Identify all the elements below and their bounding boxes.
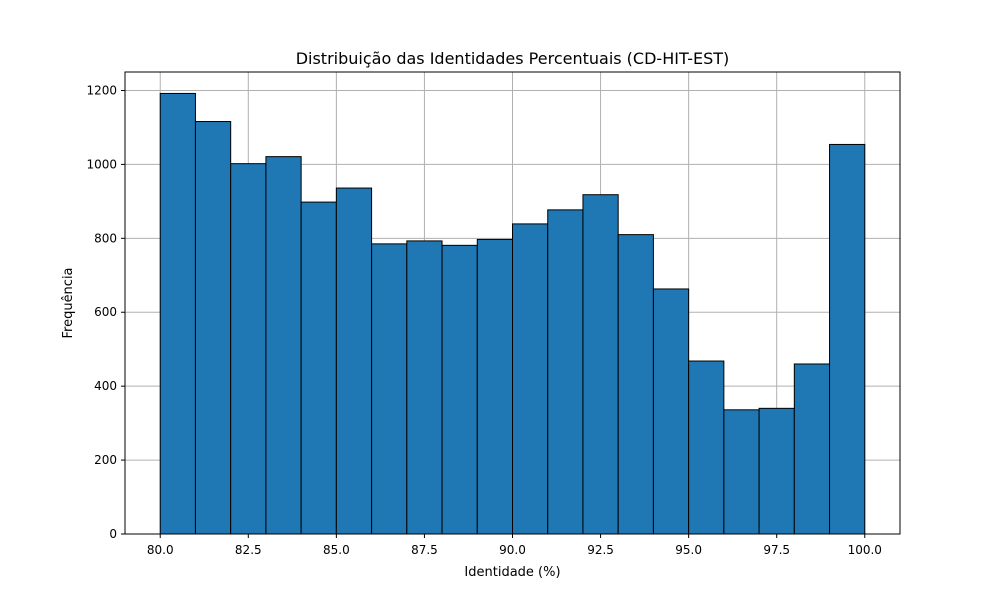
x-tick-label: 87.5 xyxy=(411,543,438,557)
x-tick-label: 90.0 xyxy=(499,543,526,557)
histogram-bar xyxy=(477,239,512,534)
histogram-bar xyxy=(653,289,688,534)
y-tick-label: 600 xyxy=(94,305,117,319)
histogram-bar xyxy=(160,93,195,534)
x-axis-ticks: 80.0 82.5 85.0 87.5 90.0 92.5 95.0 97.5 100.0 xyxy=(147,534,882,557)
y-tick-label: 1200 xyxy=(86,83,117,97)
y-axis-label: Frequência xyxy=(61,267,76,338)
x-tick-label: 82.5 xyxy=(235,543,262,557)
histogram-bar xyxy=(759,408,794,534)
histogram-bar xyxy=(618,235,653,534)
histogram-bar xyxy=(583,195,618,534)
x-tick-label: 92.5 xyxy=(587,543,614,557)
x-tick-label: 100.0 xyxy=(848,543,882,557)
x-tick-label: 85.0 xyxy=(323,543,350,557)
histogram-bar xyxy=(195,122,230,534)
y-tick-label: 1000 xyxy=(86,157,117,171)
x-tick-label: 80.0 xyxy=(147,543,174,557)
histogram-bar xyxy=(336,188,371,534)
y-tick-label: 800 xyxy=(94,231,117,245)
histogram-bar xyxy=(689,361,724,534)
histogram-bar xyxy=(513,224,548,534)
y-tick-label: 400 xyxy=(94,379,117,393)
histogram-bar xyxy=(548,210,583,534)
histogram-bar xyxy=(794,364,829,534)
chart-title: Distribuição das Identidades Percentuais… xyxy=(296,49,730,68)
x-tick-label: 97.5 xyxy=(763,543,790,557)
histogram-bar xyxy=(231,164,266,534)
histogram-bar xyxy=(724,410,759,534)
histogram-bar xyxy=(407,241,442,534)
histogram-bar xyxy=(266,157,301,534)
histogram-bar xyxy=(830,144,865,534)
x-tick-label: 95.0 xyxy=(675,543,702,557)
y-axis-ticks: 0 200 400 600 800 1000 1200 xyxy=(86,83,125,541)
histogram-bar xyxy=(442,245,477,534)
y-tick-label: 0 xyxy=(109,527,117,541)
histogram-bar xyxy=(301,202,336,534)
histogram-bar xyxy=(372,244,407,534)
x-axis-label: Identidade (%) xyxy=(464,565,560,580)
y-tick-label: 200 xyxy=(94,453,117,467)
